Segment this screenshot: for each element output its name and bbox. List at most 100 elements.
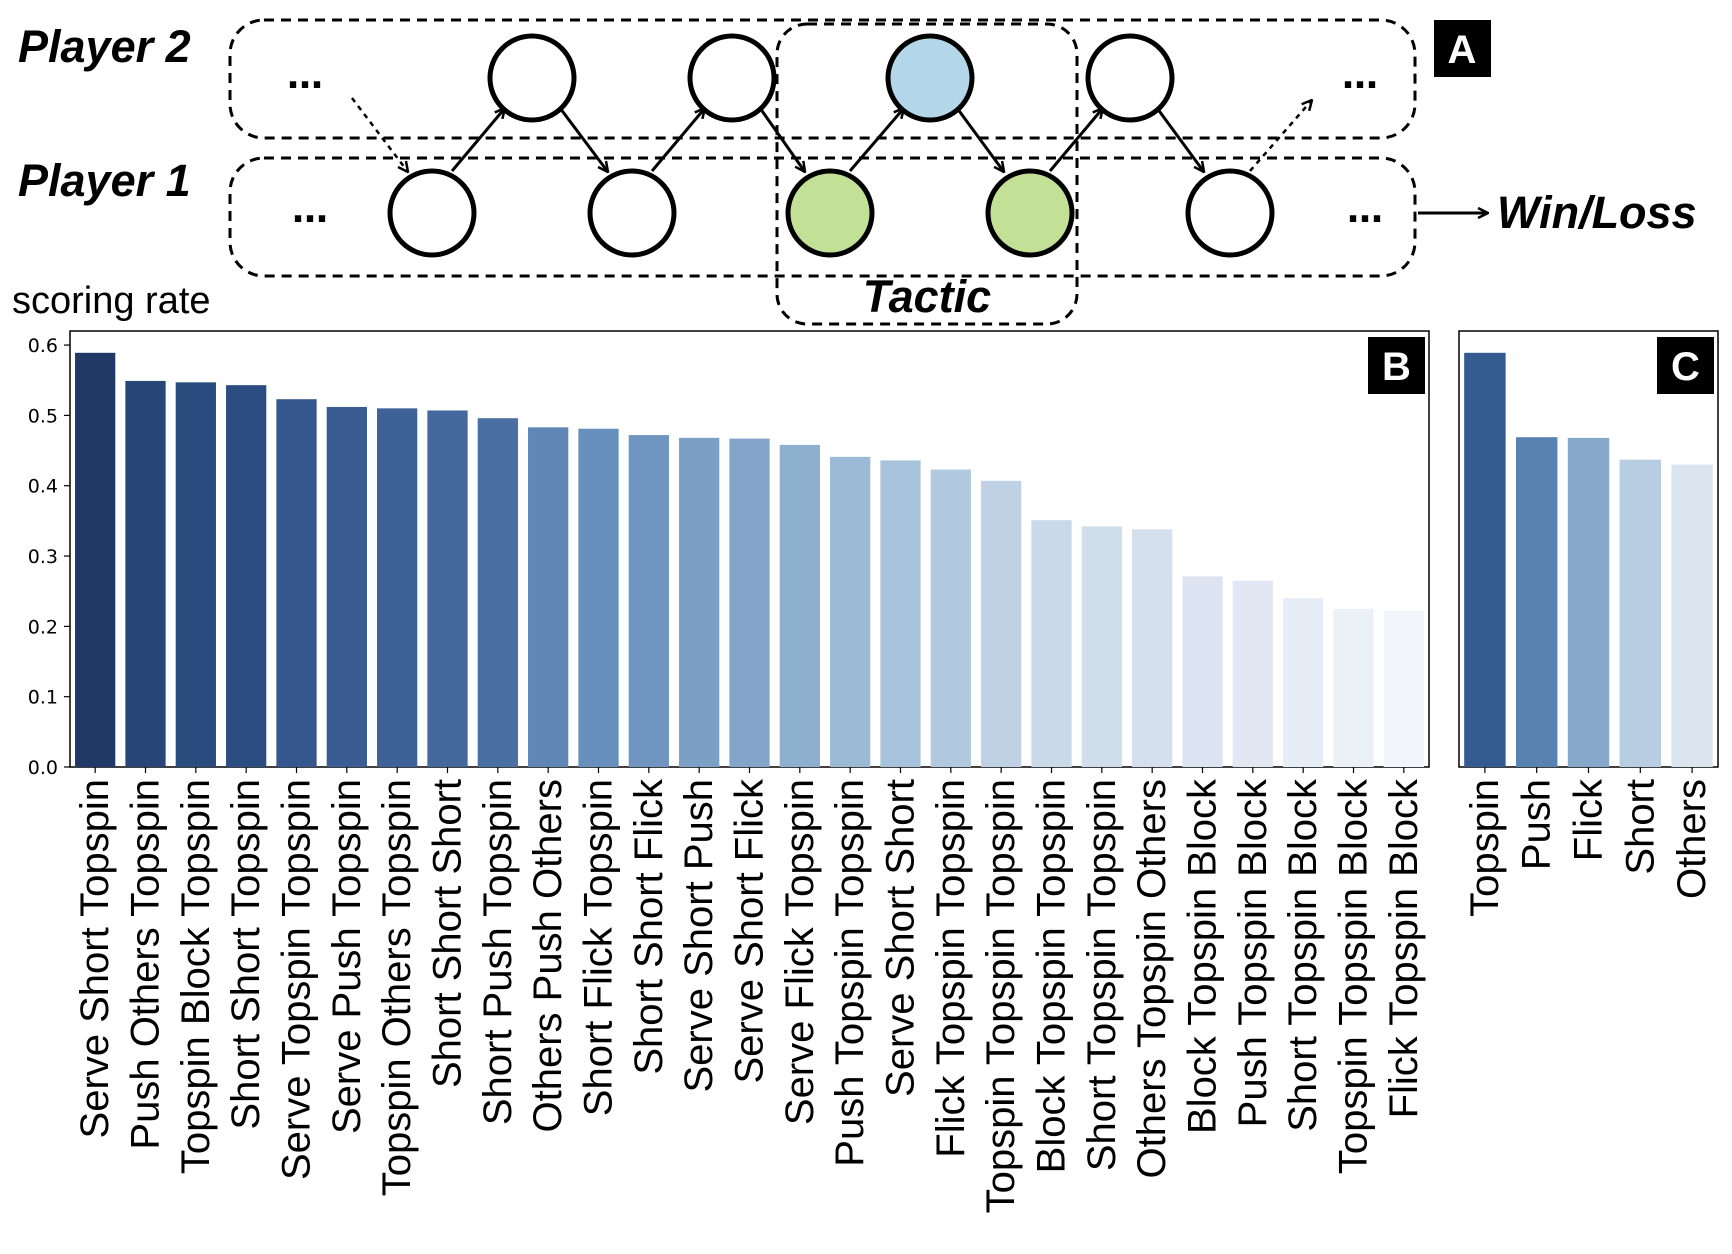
x-tick-label: Push Others Topspin [124,779,168,1150]
bar [528,427,569,767]
bar [679,437,720,767]
y-tick-label: 0.1 [28,687,58,709]
bar [1515,437,1558,767]
bar [1567,437,1610,767]
x-tick-label: Serve Short Topspin [73,779,117,1138]
bar [175,382,216,767]
player1-lane [228,156,1417,278]
bar [477,418,518,767]
arrow [758,107,805,172]
bar [1182,576,1223,767]
player1-tactic-node [785,168,875,258]
x-tick-label: Block Topspin Topspin [1030,779,1074,1173]
player1-ellipsis-left: … [292,190,328,231]
panel-tag-text: B [1382,345,1411,389]
bar [326,406,367,767]
player1-tactic-node [985,168,1075,258]
arrow [848,108,904,172]
player2-ellipsis-right: … [1342,56,1378,97]
x-tick-label: Others [1670,779,1714,899]
x-tick-label: Short Short Flick [627,778,671,1075]
arrow [450,108,505,172]
y-tick-label: 0.5 [28,405,58,427]
x-tick-label: Short Short Short [426,779,470,1088]
x-tick-label: Short [1618,779,1662,875]
arrow-dotted-out [1249,100,1312,172]
arrow-dotted-in [351,97,408,172]
x-tick-label: Flick Topspin Block [1382,778,1426,1118]
panel-a-tag [1434,20,1491,77]
x-tick-label: Serve Short Short [879,779,923,1097]
tactic-label: Tactic [863,271,991,322]
chart-b: Serve Short Topspin Push Others Topspin To… [12,280,1430,1213]
x-tick-label: Serve Push Topspin [325,779,369,1134]
player2-stroke-node [687,33,777,123]
y-axis-label: scoring rate [12,280,211,322]
player1-stroke-node [1185,168,1275,258]
panel-tag-text: C [1671,345,1700,389]
bar [125,380,166,767]
x-tick-label: Serve Short Push [677,779,721,1093]
bar [1232,580,1273,767]
x-tick-label: Topspin Topspin Topspin [979,779,1023,1213]
arrow [1048,108,1103,172]
x-tick-label: Topspin Others Topspin [375,779,419,1196]
bar [830,456,871,767]
x-tick-label: Short Push Topspin [476,779,520,1125]
player1-label: Player 1 [18,155,191,206]
bar [377,408,418,767]
player2-stroke-node [1085,33,1175,123]
bar [1031,520,1072,767]
player1-stroke-node [587,168,677,258]
bar [1333,608,1374,767]
player1-ellipsis-right: … [1347,190,1383,231]
x-tick-label: Block Topspin Block [1181,778,1225,1134]
x-tick-label: Flick [1567,778,1611,861]
bar [1383,610,1424,767]
outcome-label: Win/Loss [1497,187,1697,238]
chart-c: Topspin Push Flick Short Others C [1458,330,1719,917]
x-tick-label: Flick Topspin Topspin [929,779,973,1158]
arrow [1155,107,1204,172]
panel-a-tag-text: A [1448,28,1477,72]
y-tick-label: 0.6 [28,335,58,357]
player2-ellipsis-left: … [287,56,323,97]
x-tick-label: Short Topspin Block [1281,778,1325,1132]
y-tick-label: 0.4 [28,476,58,498]
bar [226,385,267,767]
bar [1081,526,1122,767]
bar [628,435,669,767]
bar [1132,529,1173,767]
bar [1619,459,1662,767]
panel-tag [1368,337,1425,394]
x-tick-label: Short Topspin Topspin [1080,779,1124,1171]
bar [1464,352,1506,767]
bar [880,460,921,767]
x-tick-label: Topspin [1463,779,1507,917]
bar [779,444,820,767]
arrow [650,108,705,172]
bar [1671,464,1713,767]
bar [276,399,317,767]
player2-lane [228,18,1417,140]
x-tick-label: Push [1515,779,1559,870]
x-tick-label: Serve Topspin Topspin [275,779,319,1180]
x-tick-label: Others Push Others [526,779,570,1132]
y-tick-label: 0.3 [28,546,58,568]
bar [930,469,971,767]
x-tick-label: Push Topspin Topspin [828,779,872,1167]
bar [427,410,468,767]
x-tick-label: Serve Flick Topspin [778,779,822,1125]
arrow [558,107,608,172]
y-tick-label: 0.0 [28,757,58,779]
panel-tag [1657,337,1714,394]
x-tick-label: Short Flick Topspin [577,779,621,1116]
arrow [955,107,1004,172]
player2-label: Player 2 [18,21,191,72]
x-tick-label: Topspin Block Topspin [174,779,218,1174]
x-tick-label: Short Short Topspin [224,779,268,1130]
player2-stroke-node [487,33,577,123]
x-tick-label: Serve Short Flick [728,778,772,1084]
x-tick-label: Topspin Topspin Block [1332,778,1376,1174]
